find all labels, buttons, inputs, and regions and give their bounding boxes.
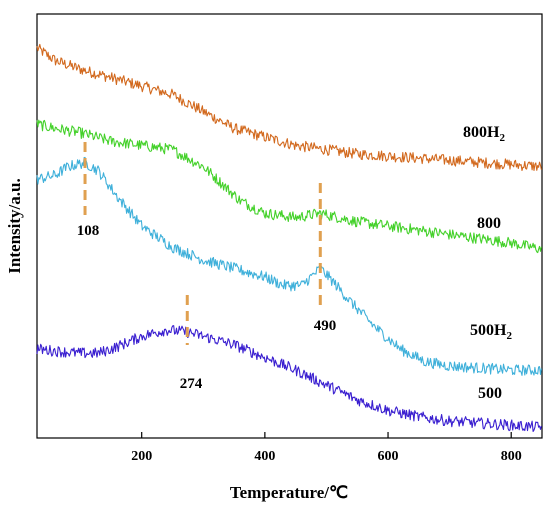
annotation-label-490: 490 (314, 318, 337, 334)
x-tick-label: 200 (131, 449, 152, 464)
series-label-800h2: 800H2 (463, 124, 505, 144)
x-tick-label: 400 (254, 449, 275, 464)
series-label-500: 500 (478, 385, 502, 402)
x-tick-label: 800 (501, 449, 522, 464)
series-label-800: 800 (477, 215, 501, 232)
annotation-layer: 108 274 490 (77, 142, 337, 392)
x-axis-label: Temperature/℃ (230, 483, 348, 502)
annotation-label-108: 108 (77, 223, 100, 239)
series-labels: 800H2 800 500H2 500 (463, 124, 512, 402)
series-line-800 (36, 119, 542, 254)
plot-frame (36, 13, 543, 439)
series-layer (36, 43, 542, 433)
series-label-500h2: 500H2 (470, 322, 512, 342)
y-axis-label: Intensity/a.u. (5, 178, 24, 273)
annotation-label-274: 274 (180, 376, 203, 392)
series-line-500 (36, 325, 542, 433)
x-axis-ticks: 200 400 600 800 (131, 432, 522, 464)
series-line-500h2 (36, 156, 542, 376)
series-line-800h2 (36, 43, 542, 172)
x-tick-label: 600 (378, 449, 399, 464)
